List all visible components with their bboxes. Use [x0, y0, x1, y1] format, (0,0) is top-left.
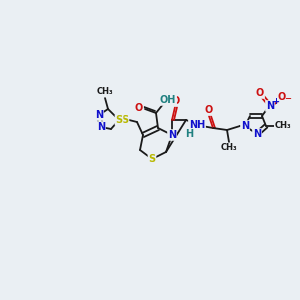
Text: N: N — [97, 122, 105, 132]
Text: O: O — [278, 92, 286, 102]
Text: N: N — [168, 130, 176, 140]
Text: CH₃: CH₃ — [275, 122, 291, 130]
Text: CH₃: CH₃ — [221, 143, 237, 152]
Text: N: N — [266, 101, 274, 111]
Text: O: O — [135, 103, 143, 113]
Text: NH: NH — [189, 120, 205, 130]
Text: OH: OH — [160, 95, 176, 105]
Text: S: S — [148, 154, 156, 164]
Text: O: O — [256, 88, 264, 98]
Text: N: N — [95, 110, 103, 120]
Text: O: O — [205, 105, 213, 115]
Text: CH₃: CH₃ — [97, 88, 113, 97]
Text: O: O — [172, 96, 180, 106]
Text: N: N — [253, 129, 261, 139]
Text: S: S — [122, 115, 129, 125]
Text: S: S — [116, 115, 123, 125]
Text: N: N — [241, 121, 249, 131]
Text: −: − — [284, 94, 292, 103]
Text: +: + — [272, 98, 280, 106]
Text: H: H — [185, 129, 193, 139]
